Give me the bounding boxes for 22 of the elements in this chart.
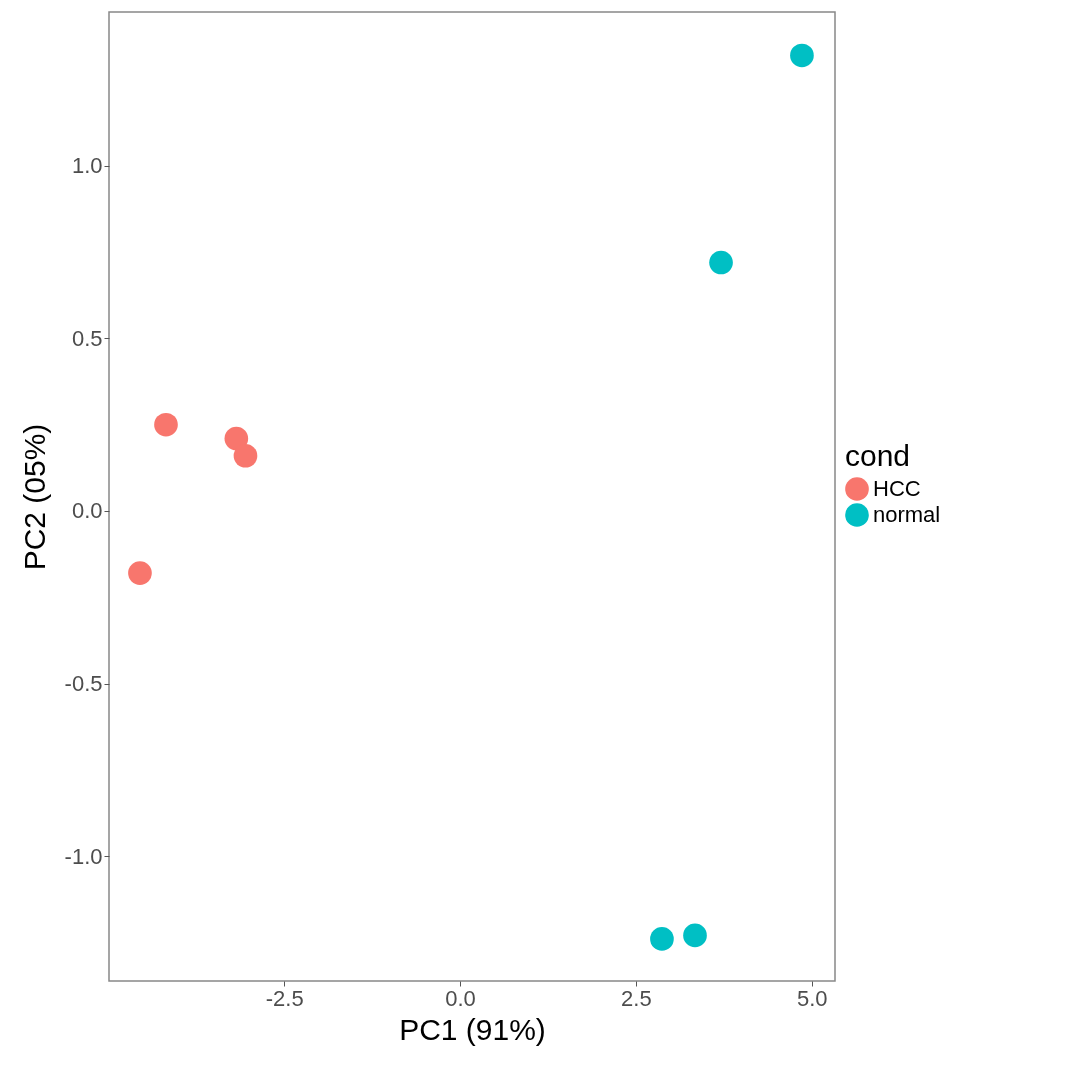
legend-title: cond bbox=[845, 439, 911, 472]
x-axis-title: PC1 (91%) bbox=[399, 1012, 546, 1046]
y-tick-label: -0.5 bbox=[64, 671, 103, 697]
point bbox=[233, 443, 258, 468]
legend-label: normal bbox=[873, 502, 941, 527]
x-tick-label: 2.5 bbox=[621, 985, 652, 1011]
point bbox=[128, 561, 152, 585]
legend-label: HCC bbox=[873, 476, 921, 501]
y-tick-label: 0.0 bbox=[71, 498, 103, 524]
y-axis-title: PC2 (05%) bbox=[17, 423, 51, 571]
y-tick-label: 1.0 bbox=[71, 153, 103, 179]
point bbox=[683, 923, 707, 948]
x-tick-label: 0.0 bbox=[445, 985, 476, 1011]
point bbox=[709, 250, 733, 275]
point bbox=[650, 927, 674, 951]
x-tick-label: 5.0 bbox=[796, 985, 828, 1011]
y-tick-label: -1.0 bbox=[64, 843, 103, 869]
point bbox=[790, 43, 814, 68]
point bbox=[154, 412, 178, 437]
x-tick-label: -2.5 bbox=[265, 985, 304, 1011]
point bbox=[224, 426, 249, 451]
y-tick-label: 0.5 bbox=[71, 325, 103, 351]
